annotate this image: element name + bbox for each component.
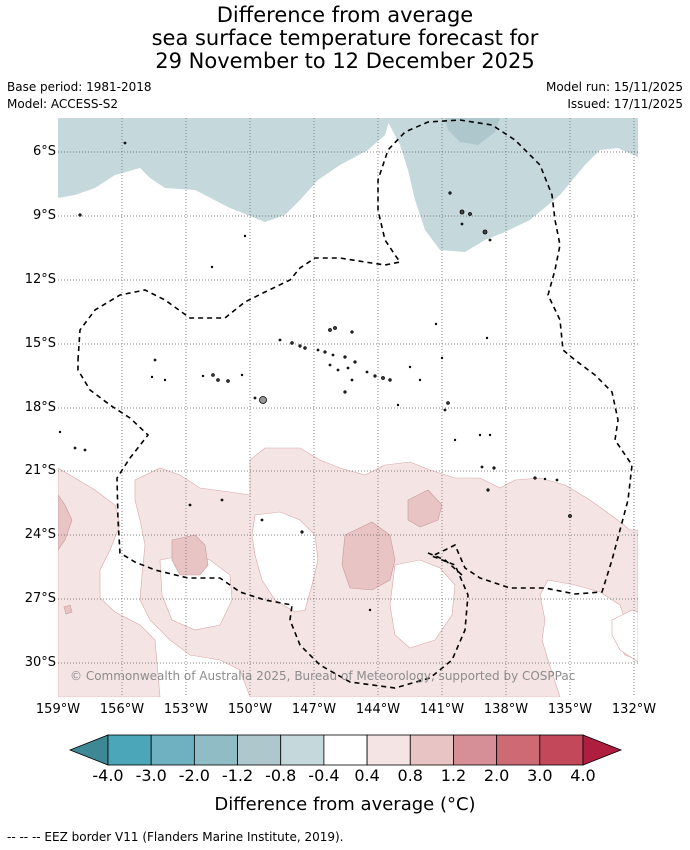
eez-border-spur xyxy=(427,552,463,576)
colorbar-tick-label: 4.0 xyxy=(570,766,596,785)
model-name: Model: ACCESS-S2 xyxy=(7,97,119,111)
eez-legend-note: -- -- -- EEZ border V11 (Flanders Marine… xyxy=(7,830,344,844)
colorbar-tick-label: -1.2 xyxy=(221,766,254,785)
colorbar-swatch xyxy=(107,734,152,766)
colorbar-tick-label: -0.8 xyxy=(265,766,297,785)
longitude-label: 147°W xyxy=(291,702,337,717)
latitude-label: 30°S xyxy=(24,655,56,670)
warm-anomaly-core-5 xyxy=(63,604,73,615)
cool-anomaly-core xyxy=(445,118,500,145)
colorbar-swatch xyxy=(150,734,195,766)
meta-left: Base period: 1981-2018 Model: ACCESS-S2 xyxy=(7,79,152,113)
longitude-label: 159°W xyxy=(35,702,81,717)
cool-anomaly-region-east xyxy=(386,118,638,252)
colorbar-tick-label: 2.0 xyxy=(483,766,510,785)
latitude-label: 24°S xyxy=(24,527,56,542)
title-line-2: sea surface temperature forecast for xyxy=(151,26,539,50)
colorbar-tick-label: -2.0 xyxy=(178,766,210,785)
warm-anomaly-core-4 xyxy=(58,494,73,551)
colorbar xyxy=(68,734,623,766)
warm-anomaly-core-3 xyxy=(407,489,443,528)
copyright-notice: © Commonwealth of Australia 2025, Bureau… xyxy=(70,669,576,683)
colorbar-label: Difference from average (°C) xyxy=(214,794,476,815)
colorbar-swatch xyxy=(193,734,238,766)
base-period: Base period: 1981-2018 xyxy=(7,80,152,94)
latitude-label: 9°S xyxy=(32,208,56,223)
colorbar-swatch xyxy=(237,734,282,766)
colorbar-tick-label: -3.0 xyxy=(135,766,167,785)
title-line-1: Difference from average xyxy=(216,3,474,27)
colorbar-arrow-high xyxy=(582,734,623,766)
longitude-label: 138°W xyxy=(483,702,529,717)
colorbar-swatch xyxy=(280,734,325,766)
colorbar-swatch xyxy=(539,734,584,766)
colorbar-swatch xyxy=(496,734,541,766)
warm-anomaly-region-south xyxy=(58,467,161,697)
gridlines xyxy=(58,118,638,697)
map-area xyxy=(58,118,638,697)
latitude-label: 15°S xyxy=(24,336,56,351)
colorbar-tick-label: 1.2 xyxy=(440,766,467,785)
latitude-label: 12°S xyxy=(24,272,56,287)
colorbar-swatch xyxy=(453,734,498,766)
neutral-pocket-1 xyxy=(251,511,319,613)
neutral-pocket-4 xyxy=(611,609,638,663)
colorbar-swatch xyxy=(409,734,454,766)
longitude-label: 141°W xyxy=(419,702,465,717)
model-run: Model run: 15/11/2025 xyxy=(545,80,683,94)
longitude-label: 156°W xyxy=(99,702,145,717)
longitude-label: 144°W xyxy=(355,702,401,717)
warm-anomaly-core-1 xyxy=(171,534,209,576)
latitude-label: 6°S xyxy=(32,144,56,159)
latitude-label: 21°S xyxy=(24,463,56,478)
neutral-pocket-2 xyxy=(389,559,456,649)
island-markers xyxy=(58,141,572,612)
colorbar-arrow-low xyxy=(68,734,109,766)
colorbar-tick-label: 3.0 xyxy=(527,766,553,785)
colorbar-tick-label: 0.4 xyxy=(354,766,380,785)
eez-border-french-polynesia xyxy=(77,119,633,689)
longitude-label: 153°W xyxy=(163,702,209,717)
longitude-label: 132°W xyxy=(611,702,657,717)
colorbar-tick-label: 0.8 xyxy=(397,766,423,785)
longitude-label: 135°W xyxy=(547,702,593,717)
cool-anomaly-region-west xyxy=(58,118,390,222)
longitude-label: 150°W xyxy=(227,702,273,717)
colorbar-swatch xyxy=(323,734,368,766)
issued-date: Issued: 17/11/2025 xyxy=(567,97,683,111)
colorbar-swatch xyxy=(366,734,411,766)
latitude-label: 27°S xyxy=(24,591,56,606)
latitude-label: 18°S xyxy=(24,400,56,415)
title-line-3: 29 November to 12 December 2025 xyxy=(155,49,535,73)
colorbar-tick-label: -0.4 xyxy=(308,766,340,785)
meta-right: Model run: 15/11/2025 Issued: 17/11/2025 xyxy=(546,79,683,113)
colorbar-tick-label: -4.0 xyxy=(92,766,124,785)
map-title: Difference from average sea surface temp… xyxy=(0,4,690,73)
